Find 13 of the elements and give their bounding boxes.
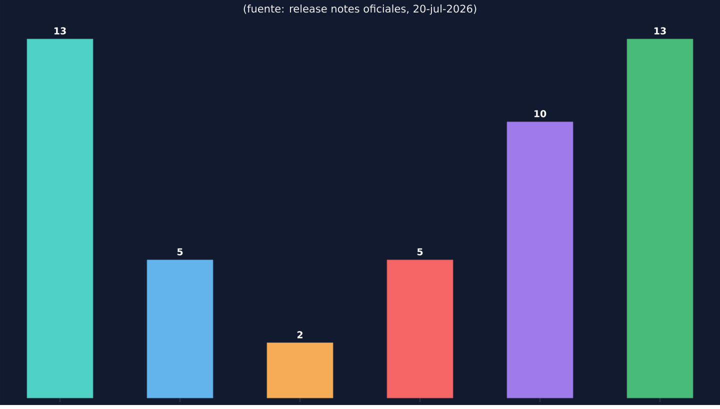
bar — [266, 342, 334, 398]
data-label: 10 — [534, 110, 546, 118]
data-label: 5 — [417, 248, 423, 256]
data-label: 13 — [654, 27, 666, 35]
bar — [26, 38, 94, 398]
chart-subtitle: (fuente: release notes oficiales, 20-jul-2026) — [244, 4, 476, 15]
data-label: 5 — [177, 248, 183, 256]
bar — [386, 260, 454, 398]
bar — [146, 260, 214, 398]
data-label: 13 — [54, 27, 66, 35]
bar — [506, 122, 574, 398]
data-label: 2 — [297, 331, 302, 338]
bar — [626, 38, 694, 398]
